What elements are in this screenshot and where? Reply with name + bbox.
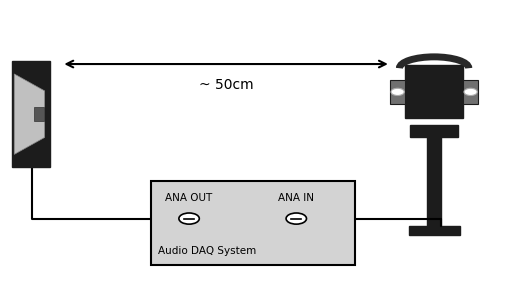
Polygon shape [14,74,45,154]
Bar [35,107,44,121]
Bar [405,65,463,118]
Bar [427,137,441,226]
Bar [463,80,478,104]
Polygon shape [14,62,45,91]
Circle shape [179,213,199,224]
Text: ANA OUT: ANA OUT [166,193,213,203]
Text: ANA IN: ANA IN [278,193,314,203]
Circle shape [391,88,404,95]
Text: ~ 50cm: ~ 50cm [199,78,253,92]
Bar [410,125,458,137]
Polygon shape [14,137,45,166]
Bar [12,61,50,167]
Circle shape [286,213,307,224]
Bar [391,80,405,104]
Text: Audio DAQ System: Audio DAQ System [158,246,257,256]
Bar [151,181,355,264]
Circle shape [464,88,477,95]
Bar [409,226,460,235]
